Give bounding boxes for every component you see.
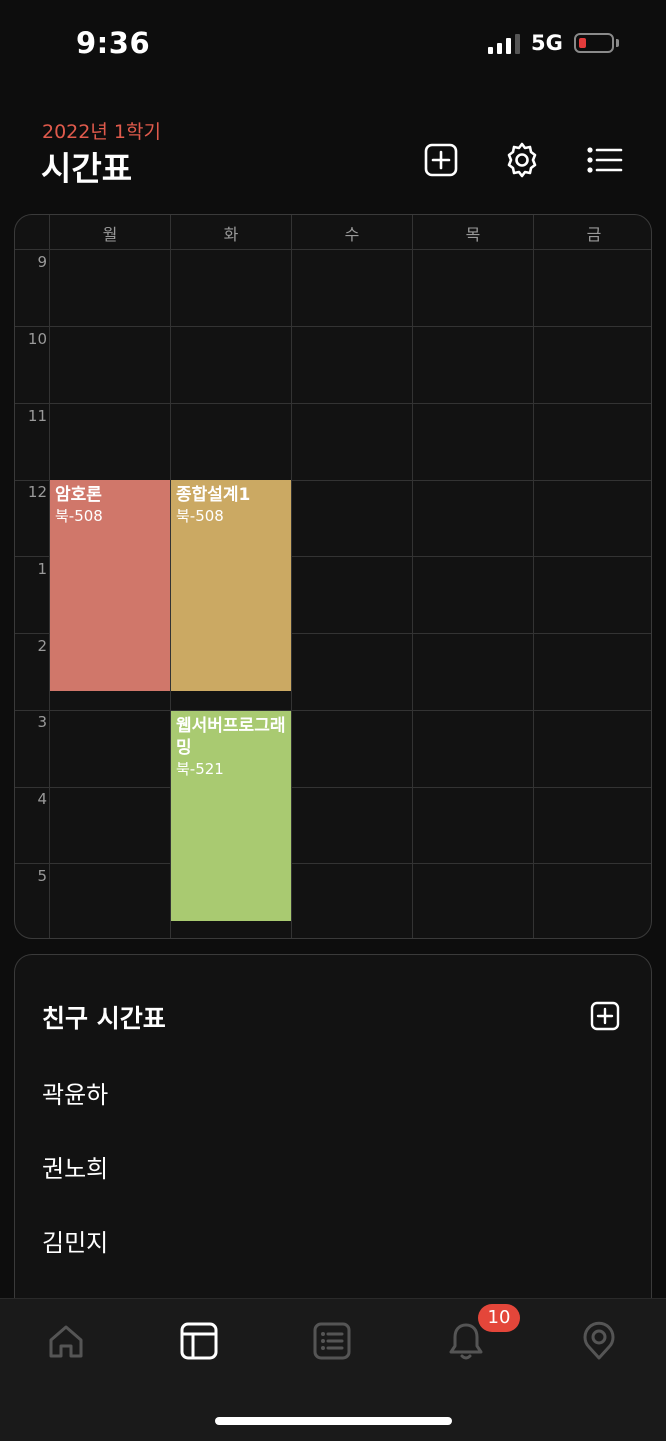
hour-label: 11: [27, 407, 47, 425]
course-room: 북-521: [176, 760, 224, 778]
hour-label: 10: [27, 330, 47, 348]
timetable-grid[interactable]: 월 화 수 목 금 9 10 11 12 1 2 3 4 5 암호론 북-508…: [14, 214, 652, 939]
course-block[interactable]: 암호론 북-508: [50, 480, 170, 691]
friends-panel: 친구 시간표 곽윤하 권노희 김민지: [14, 954, 652, 1314]
hour-label: 1: [37, 560, 47, 578]
course-room: 북-508: [176, 507, 224, 525]
signal-icon: [488, 34, 520, 54]
friends-title: 친구 시간표: [42, 1004, 166, 1033]
home-indicator: [215, 1417, 452, 1425]
hour-label: 2: [37, 637, 47, 655]
settings-gear-icon[interactable]: [503, 141, 541, 179]
hour-label: 4: [37, 790, 47, 808]
battery-icon: [574, 33, 614, 53]
day-header-tue: 화: [223, 225, 239, 244]
list-menu-icon[interactable]: [585, 141, 623, 179]
list-icon[interactable]: [312, 1321, 352, 1361]
notification-badge: 10: [478, 1304, 520, 1332]
timetable-icon[interactable]: [179, 1321, 219, 1361]
hour-label: 9: [37, 253, 47, 271]
course-room: 북-508: [55, 507, 103, 525]
course-block[interactable]: 종합설계1 북-508: [171, 480, 291, 691]
page-title: 시간표: [41, 149, 133, 188]
hour-label: 5: [37, 867, 47, 885]
day-header-wed: 수: [344, 225, 360, 244]
day-header-thu: 목: [465, 225, 481, 244]
day-header-mon: 월: [102, 225, 118, 244]
semester-label[interactable]: 2022년 1학기: [42, 121, 161, 143]
course-name: 종합설계1: [176, 485, 251, 505]
network-label: 5G: [531, 31, 563, 55]
friend-item[interactable]: 김민지: [42, 1229, 109, 1257]
status-time: 9:36: [76, 26, 151, 60]
course-block[interactable]: 웹서버프로그래밍 북-521: [171, 711, 291, 921]
battery-tip: [616, 39, 619, 47]
add-icon[interactable]: [422, 141, 460, 179]
add-friend-icon[interactable]: [589, 1000, 621, 1032]
hour-label: 12: [27, 483, 47, 501]
day-header-fri: 금: [586, 225, 602, 244]
course-name: 암호론: [55, 485, 102, 505]
bell-icon[interactable]: [446, 1321, 486, 1361]
hour-label: 3: [37, 713, 47, 731]
campus-pin-icon[interactable]: [579, 1321, 619, 1361]
course-name: 웹서버프로그래밍: [176, 716, 286, 758]
friend-item[interactable]: 곽윤하: [42, 1081, 109, 1109]
friend-item[interactable]: 권노희: [42, 1155, 109, 1183]
home-icon[interactable]: [46, 1321, 86, 1361]
